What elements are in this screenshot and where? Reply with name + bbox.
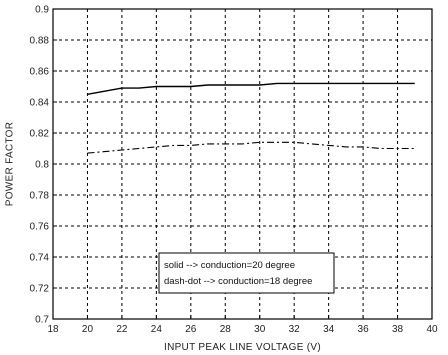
y-tick-label: 0.7 [35, 315, 49, 326]
x-tick-label: 24 [151, 324, 163, 335]
tick-group: 18 20 22 24 26 28 30 32 34 36 38 40 0.7 0.72 0.74 0.76 0… [30, 5, 438, 336]
x-tick-label: 40 [426, 324, 438, 335]
y-tick-label: 0.74 [30, 253, 50, 264]
y-tick-label: 0.72 [30, 284, 50, 295]
x-tick-label: 20 [82, 324, 94, 335]
y-tick-label: 0.86 [30, 67, 50, 78]
y-axis-label: POWER FACTOR [5, 122, 16, 207]
legend-box [158, 252, 335, 294]
y-tick-label: 0.84 [30, 98, 50, 109]
legend-entry: dash-dot --> conduction=18 degree [164, 276, 312, 287]
series-group [87, 82, 415, 154]
y-tick-label: 0.9 [35, 5, 49, 16]
series-line-2 [87, 141, 415, 154]
x-tick-label: 30 [254, 324, 266, 335]
series-line-1 [87, 82, 415, 95]
y-tick-label: 0.8 [35, 160, 49, 171]
x-tick-label: 32 [289, 324, 301, 335]
x-tick-label: 26 [185, 324, 197, 335]
x-tick-label: 36 [358, 324, 370, 335]
x-tick-label: 38 [392, 324, 404, 335]
y-tick-label: 0.76 [30, 222, 50, 233]
y-tick-label: 0.88 [30, 36, 50, 47]
legend: solid --> conduction=20 degree dash-dot -… [158, 252, 335, 294]
y-tick-label: 0.82 [30, 129, 50, 140]
y-tick-label: 0.78 [30, 191, 50, 202]
x-tick-label: 28 [220, 324, 232, 335]
x-tick-label: 18 [47, 324, 59, 335]
legend-entry: solid --> conduction=20 degree [164, 260, 295, 271]
x-axis-label: INPUT PEAK LINE VOLTAGE (V) [164, 342, 321, 353]
x-tick-label: 34 [323, 324, 335, 335]
x-tick-label: 22 [116, 324, 128, 335]
